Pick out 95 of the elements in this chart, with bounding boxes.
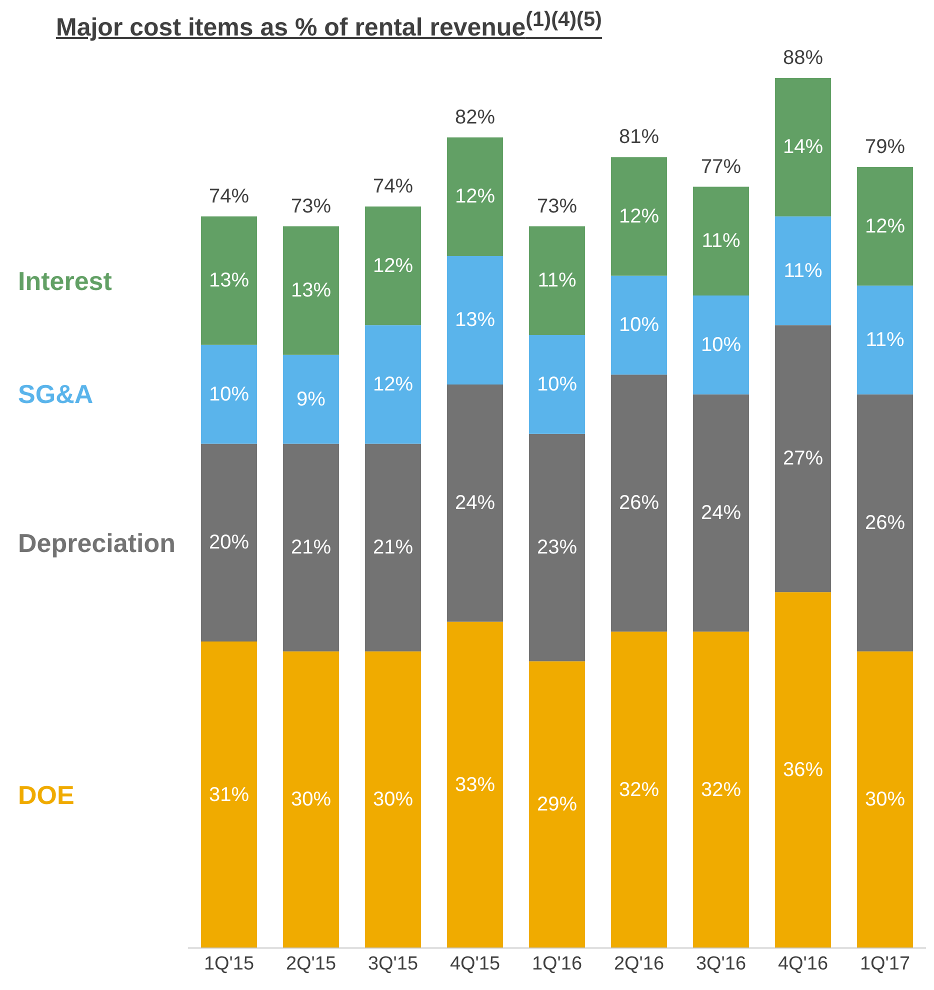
data-label: 10% xyxy=(536,373,578,396)
bar xyxy=(201,344,257,444)
bar xyxy=(529,335,585,434)
x-tick-label: 3Q'15 xyxy=(368,953,418,974)
data-label: 30% xyxy=(372,788,414,811)
data-label: 12% xyxy=(372,254,414,277)
data-label: 23% xyxy=(536,536,578,559)
text: Interest xyxy=(18,266,112,297)
data-label: 12% xyxy=(454,186,496,208)
data-label: 10% xyxy=(618,314,660,336)
bar xyxy=(857,651,913,948)
total-label: 74% xyxy=(208,185,250,208)
total-label: 79% xyxy=(864,136,906,158)
bar xyxy=(529,434,585,662)
bar xyxy=(365,444,421,652)
total-label: 82% xyxy=(454,106,496,128)
bar xyxy=(857,166,913,286)
x-tick-label: 1Q'15 xyxy=(204,953,254,974)
data-label: 13% xyxy=(454,309,496,332)
bar xyxy=(775,216,831,326)
bar xyxy=(611,374,667,632)
bar xyxy=(447,384,503,622)
data-label: 30% xyxy=(290,788,332,811)
data-label: 21% xyxy=(372,536,414,559)
data-label: 29% xyxy=(536,794,578,816)
data-label: 32% xyxy=(700,778,742,801)
data-label: 24% xyxy=(700,502,742,524)
data-label: 32% xyxy=(618,778,660,801)
total-label: 74% xyxy=(372,176,414,198)
total-label: 88% xyxy=(782,47,824,69)
bar xyxy=(283,444,339,652)
bar xyxy=(775,325,831,592)
x-tick-label: 4Q'16 xyxy=(778,953,828,974)
data-label: 26% xyxy=(618,492,660,514)
bar xyxy=(365,206,421,326)
x-tick-label: 2Q'15 xyxy=(286,953,336,974)
x-tick-label: 4Q'15 xyxy=(450,953,500,974)
data-label: 10% xyxy=(700,334,742,356)
data-label: 13% xyxy=(208,270,250,292)
data-label: 30% xyxy=(864,788,906,811)
bar xyxy=(283,354,339,444)
bar xyxy=(447,256,503,384)
bar xyxy=(365,325,421,444)
bar xyxy=(611,157,667,276)
text: SG&A xyxy=(18,379,94,410)
data-label: 11% xyxy=(538,270,576,292)
bar xyxy=(693,186,749,296)
bar xyxy=(201,216,257,345)
data-label: 31% xyxy=(208,784,250,806)
bar xyxy=(201,444,257,642)
bar xyxy=(775,78,831,216)
bar xyxy=(447,622,503,948)
data-label: 20% xyxy=(208,532,250,554)
data-label: 12% xyxy=(372,373,414,396)
x-tick-label: 3Q'16 xyxy=(696,953,746,974)
x-tick-label: 2Q'16 xyxy=(614,953,664,974)
chart-title: Major cost items as % of rental revenue$^{(1)(4)(5)}$ xyxy=(55,8,603,44)
data-label: 12% xyxy=(864,215,906,238)
data-label: 13% xyxy=(290,280,332,302)
total-label: 73% xyxy=(290,195,332,218)
bar xyxy=(693,632,749,948)
bar xyxy=(857,394,913,652)
bar xyxy=(447,137,503,256)
total-label: 77% xyxy=(700,156,742,178)
bar xyxy=(693,296,749,394)
data-label: 21% xyxy=(290,536,332,559)
series-label: Depreciation xyxy=(18,528,176,559)
bar xyxy=(611,276,667,375)
data-label: 27% xyxy=(782,448,824,470)
data-label: 33% xyxy=(454,774,496,796)
x-tick-label: 1Q'17 xyxy=(860,953,910,974)
bar xyxy=(529,226,585,336)
bar xyxy=(611,632,667,948)
data-label: 10% xyxy=(208,383,250,406)
x-tick-label: 1Q'16 xyxy=(532,953,582,974)
bar xyxy=(775,592,831,948)
bar xyxy=(283,226,339,355)
data-label: 11% xyxy=(702,230,740,252)
total-label: 73% xyxy=(536,195,578,218)
data-label: 36% xyxy=(782,759,824,782)
data-label: 26% xyxy=(864,512,906,534)
data-label: 24% xyxy=(454,492,496,514)
bar xyxy=(201,642,257,948)
data-label: 14% xyxy=(782,136,824,158)
bar xyxy=(529,661,585,948)
data-label: 12% xyxy=(618,205,660,228)
total-label: 81% xyxy=(618,126,660,148)
bar xyxy=(365,651,421,948)
data-label: 11% xyxy=(866,328,904,351)
data-label: 11% xyxy=(784,260,822,282)
bar xyxy=(283,651,339,948)
bar xyxy=(857,286,913,394)
bar xyxy=(693,394,749,632)
text: DOE xyxy=(18,780,74,811)
data-label: 9% xyxy=(296,388,326,410)
